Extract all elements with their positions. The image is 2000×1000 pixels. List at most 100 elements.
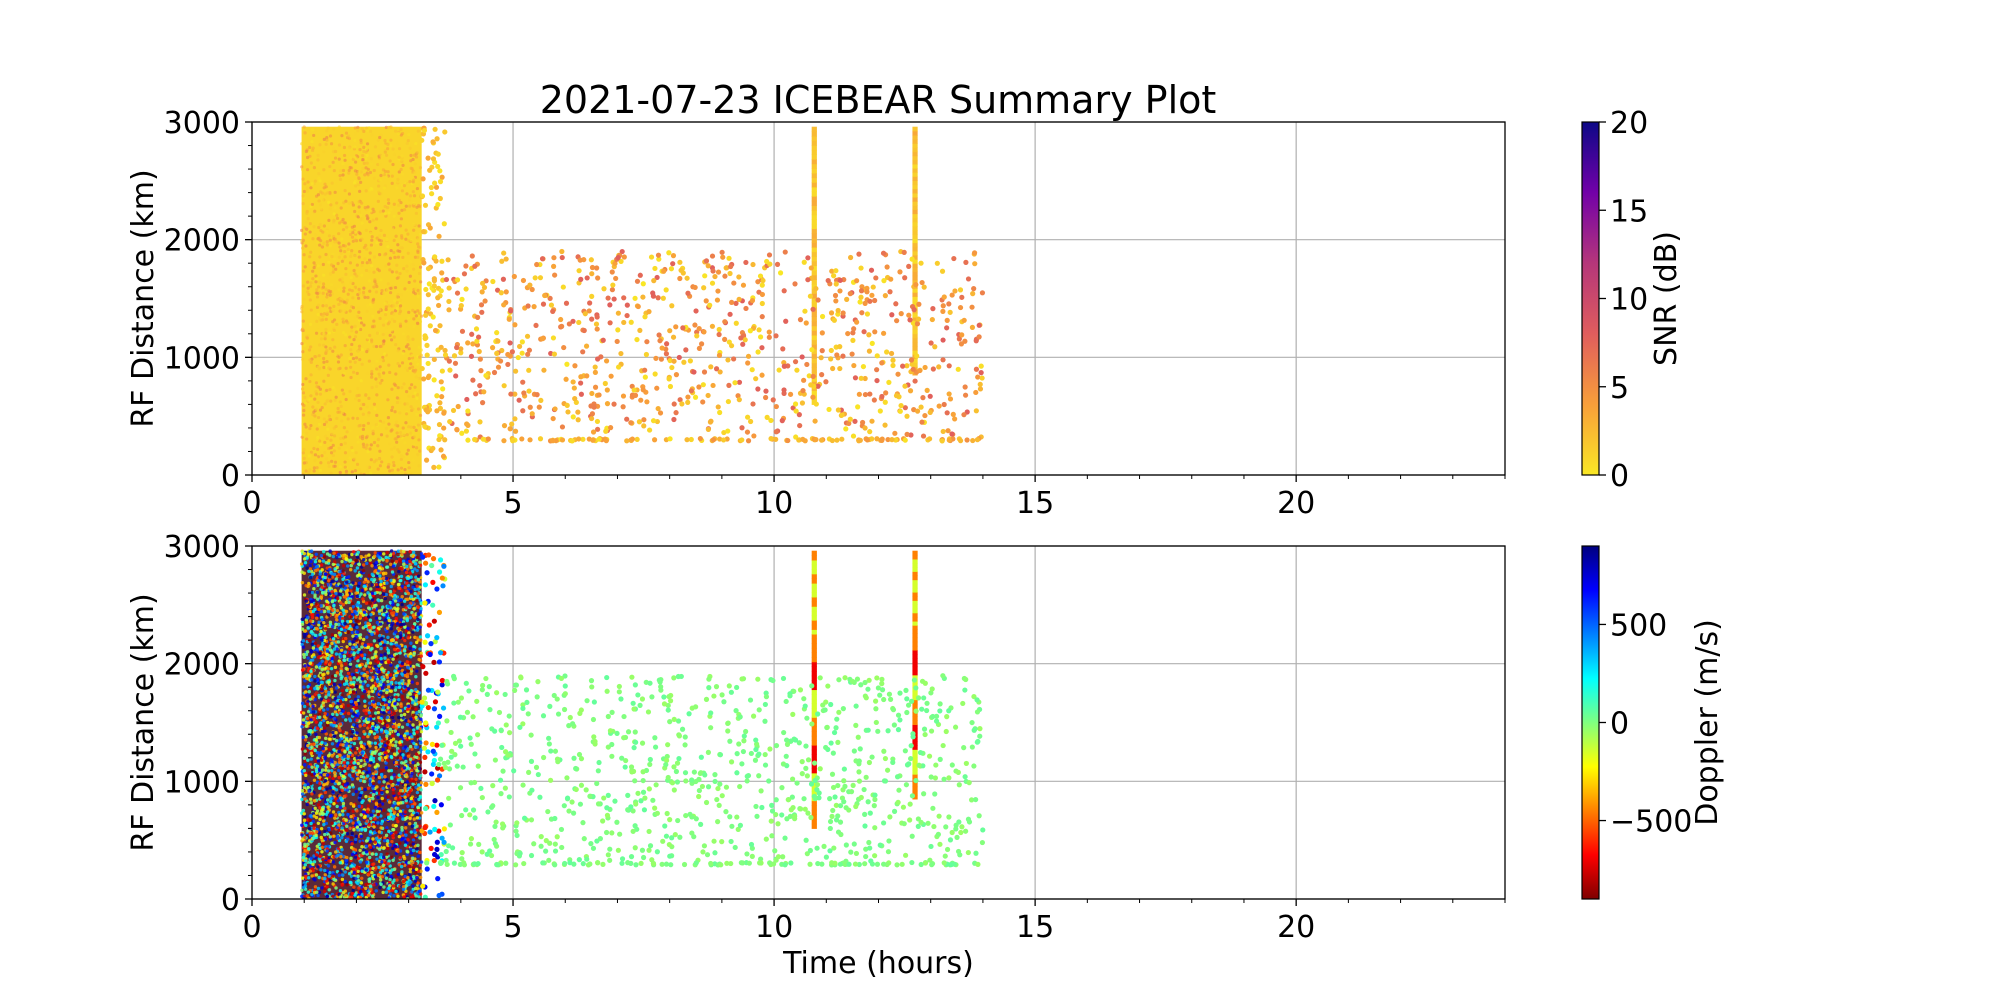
data-point (834, 352, 840, 358)
data-point (742, 337, 748, 343)
data-point (564, 402, 570, 409)
data-point (388, 892, 393, 896)
data-point (368, 289, 372, 293)
data-point (849, 351, 855, 357)
data-point (409, 641, 413, 645)
data-point (370, 235, 374, 239)
data-point (570, 414, 576, 420)
data-point (309, 423, 313, 428)
data-point (437, 323, 443, 329)
data-point (501, 250, 507, 256)
data-point (417, 224, 421, 228)
data-point (592, 364, 598, 370)
data-point (770, 397, 776, 403)
data-point (333, 464, 337, 468)
data-point (317, 176, 321, 180)
data-point (408, 204, 412, 208)
data-point (873, 275, 879, 281)
data-point (322, 282, 326, 286)
data-point (350, 448, 355, 453)
data-point (330, 263, 334, 267)
data-point (404, 228, 408, 232)
data-point (563, 300, 570, 306)
data-point (314, 331, 319, 335)
data-point (653, 355, 659, 361)
data-point (411, 262, 415, 267)
data-point (398, 559, 403, 564)
data-point (872, 297, 878, 304)
data-point (414, 155, 419, 159)
data-point (837, 277, 843, 283)
data-point (359, 321, 364, 325)
streak-segment (912, 271, 918, 277)
data-point (922, 364, 928, 371)
data-point (368, 798, 372, 803)
data-point (340, 411, 344, 415)
scatter-points (299, 549, 986, 899)
data-point (366, 205, 370, 209)
data-point (301, 391, 306, 395)
streak-segment (811, 210, 817, 216)
data-point (379, 768, 383, 773)
data-point (325, 240, 329, 244)
data-point (973, 389, 979, 396)
data-point (329, 687, 334, 691)
colorbar-tick-label: 10 (1610, 283, 1648, 318)
streak-segment (811, 247, 817, 253)
data-point (377, 457, 381, 461)
data-point (368, 260, 372, 264)
data-point (325, 810, 330, 814)
data-point (584, 373, 590, 379)
data-point (594, 326, 600, 332)
data-point (908, 357, 915, 363)
data-point (425, 374, 431, 381)
data-point (431, 356, 437, 363)
data-point (709, 280, 716, 286)
data-point (464, 421, 470, 427)
data-point (615, 364, 622, 370)
data-point (962, 392, 969, 398)
data-point (386, 282, 390, 286)
data-point (336, 406, 340, 411)
data-point (332, 802, 336, 806)
data-point (792, 401, 799, 407)
data-point (335, 754, 340, 759)
data-point (379, 826, 383, 830)
data-point (870, 284, 876, 290)
data-point (588, 415, 595, 422)
data-point (324, 821, 329, 826)
data-point (374, 423, 378, 427)
data-point (405, 597, 410, 601)
data-point (477, 356, 483, 362)
data-point (302, 866, 306, 870)
data-point (735, 393, 741, 399)
data-point (459, 430, 465, 436)
streak-segment (811, 214, 817, 220)
data-point (977, 386, 984, 392)
data-point (499, 258, 505, 264)
data-point (550, 415, 556, 422)
data-point (339, 436, 343, 441)
data-point (388, 469, 392, 473)
data-point (385, 288, 389, 292)
data-point (441, 221, 447, 227)
data-point (333, 240, 337, 244)
data-point (482, 298, 488, 304)
data-point (340, 134, 344, 138)
data-point (302, 635, 307, 639)
data-point (358, 848, 362, 853)
data-point (402, 184, 407, 188)
data-point (323, 790, 328, 795)
data-point (343, 435, 348, 439)
data-point (608, 425, 614, 431)
data-point (438, 344, 444, 350)
data-point (351, 604, 356, 609)
data-point (307, 292, 311, 297)
data-point (326, 191, 330, 195)
data-point (354, 330, 359, 334)
data-point (356, 296, 361, 300)
data-point (594, 314, 600, 320)
data-point (508, 308, 514, 314)
data-point (677, 397, 683, 403)
data-point (349, 276, 353, 280)
